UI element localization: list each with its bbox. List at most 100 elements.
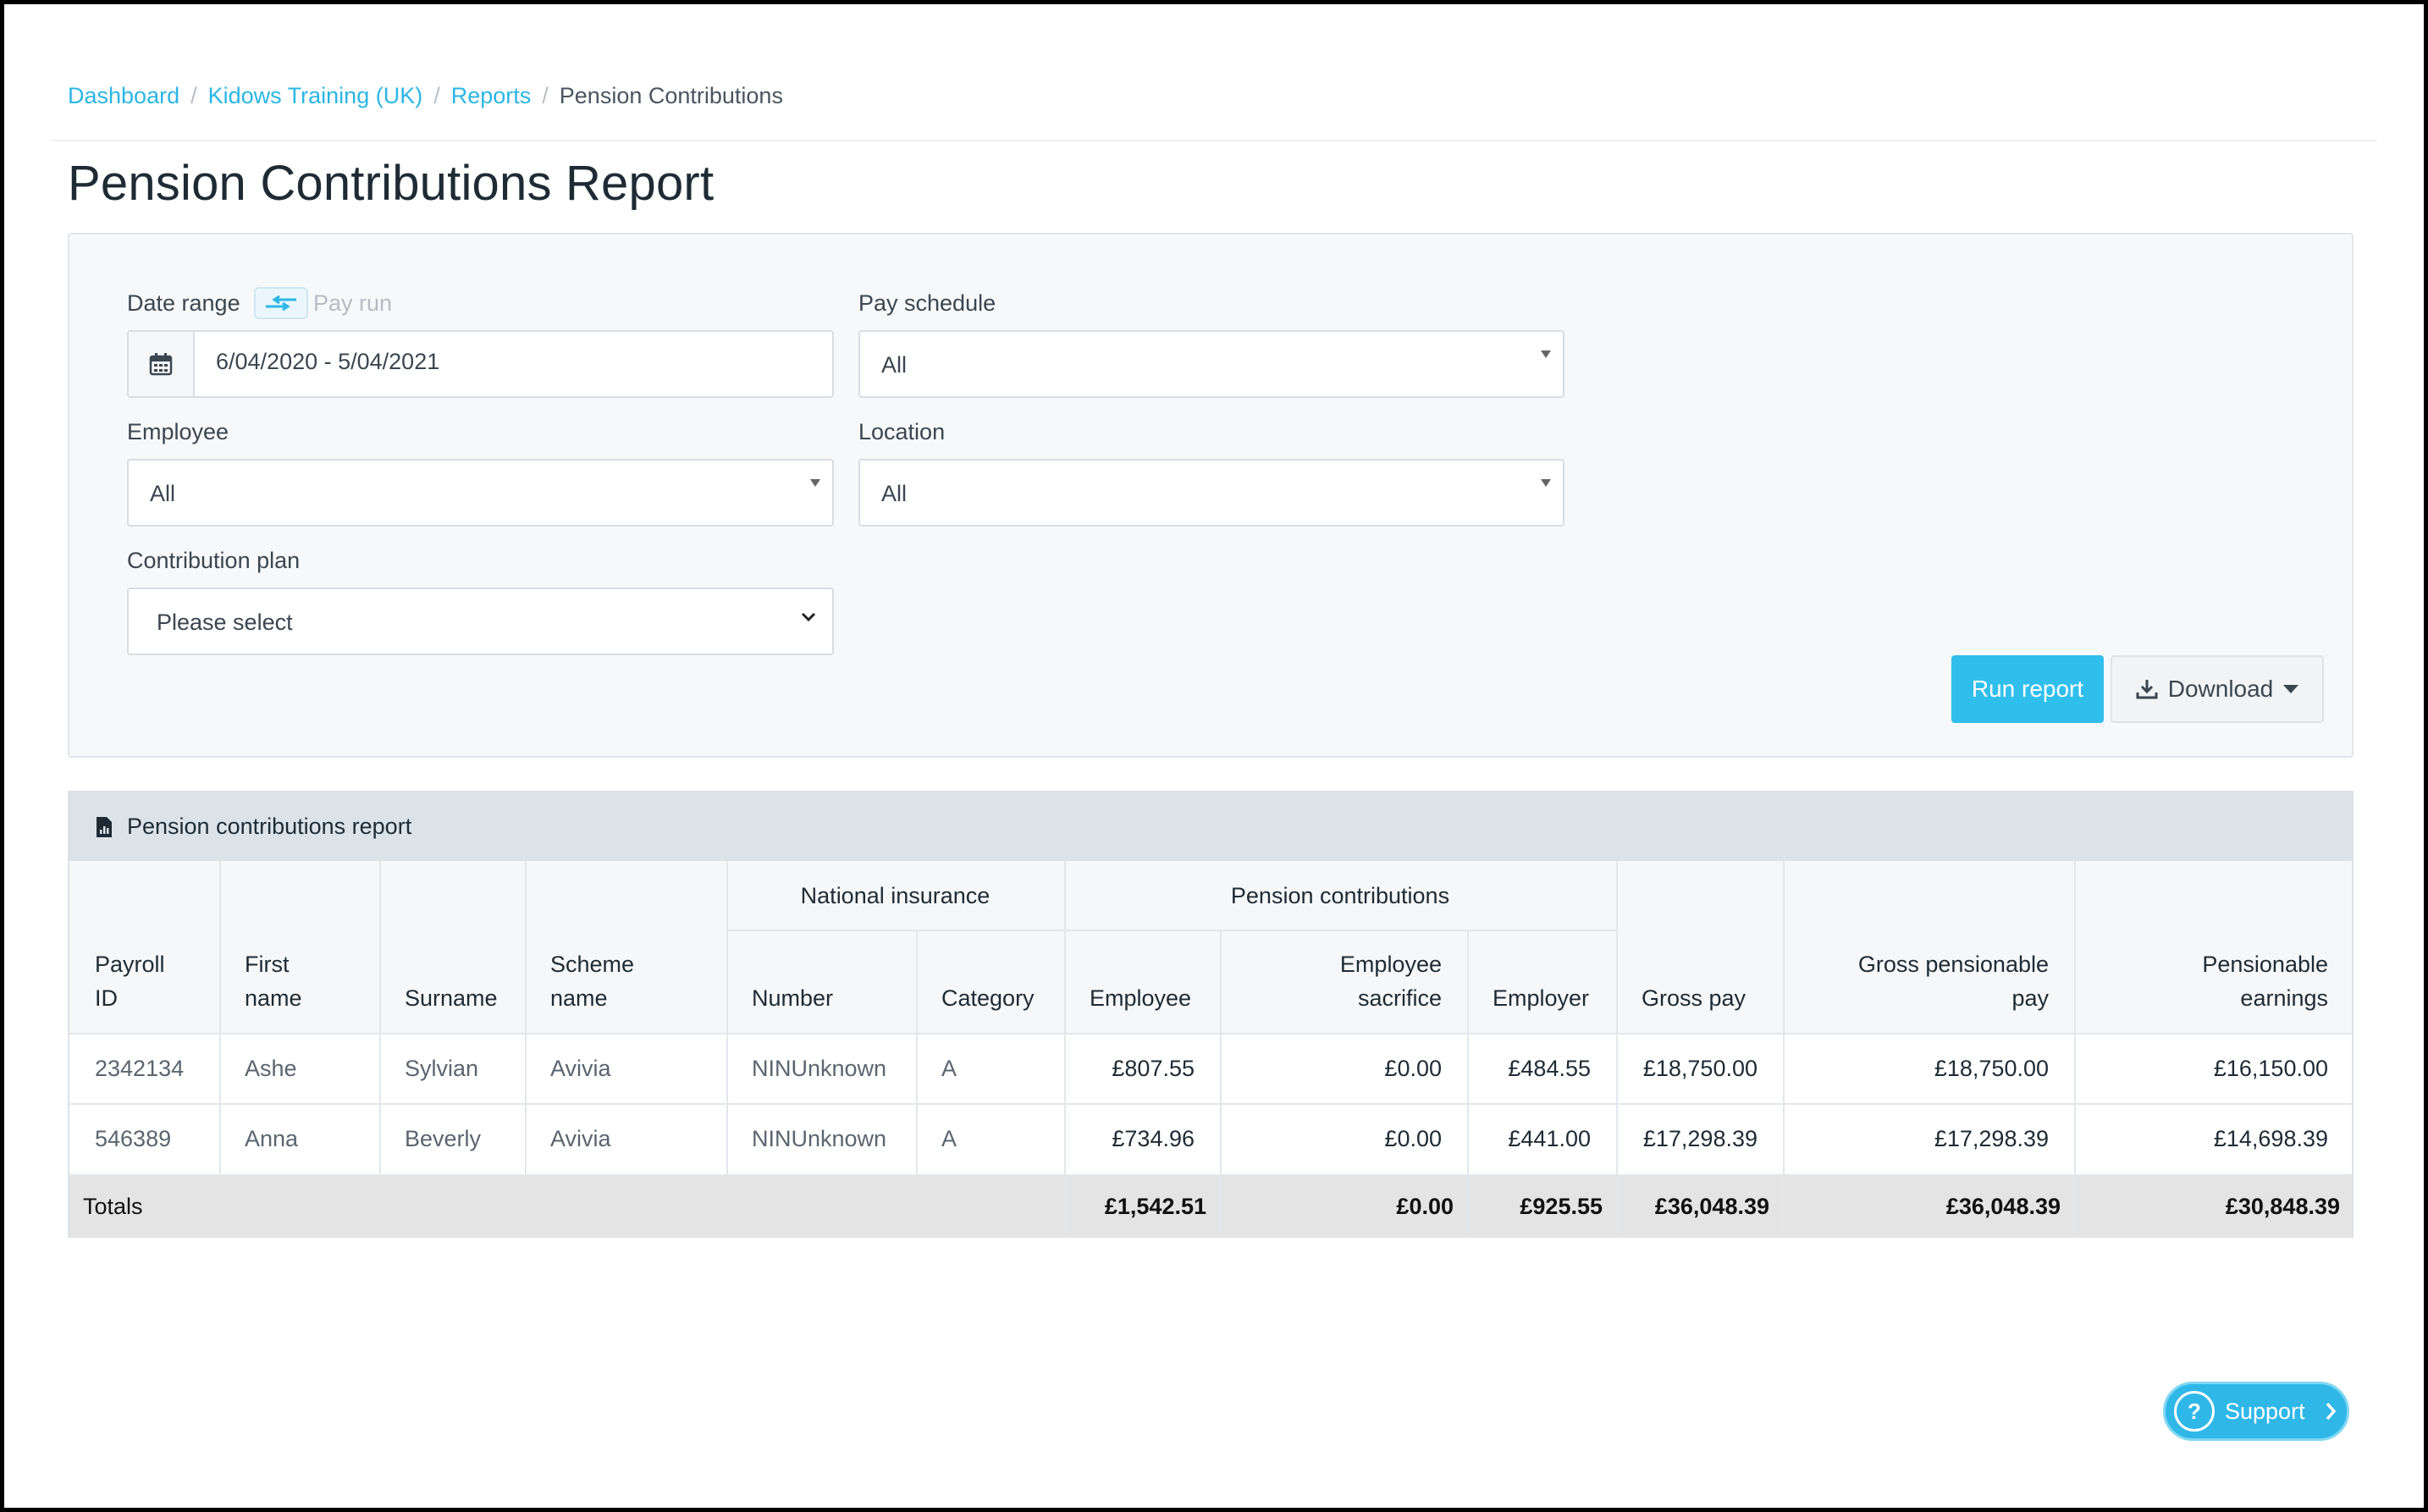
dropdown-caret-icon (1541, 350, 1551, 358)
report-table: Pension contributions report National in… (68, 791, 2354, 1238)
total-gross-pensionable: £36,048.39 (1945, 1193, 2061, 1219)
col-header-gross-pensionable[interactable]: Gross pensionable pay (1783, 861, 2074, 1034)
col-header-pensionable-earnings[interactable]: Pensionable earnings (2074, 861, 2354, 1034)
row-divider (69, 1033, 2352, 1035)
cell-first-name: Ashe (245, 1055, 297, 1081)
cell-pensionable-earnings: £16,150.00 (2213, 1055, 2328, 1081)
column-divider (1783, 861, 1785, 1238)
contribution-plan-label: Contribution plan (127, 548, 301, 573)
row-divider (69, 1174, 2352, 1176)
contribution-plan-select[interactable]: Please select (127, 588, 834, 655)
download-label: Download (2167, 676, 2274, 702)
col-header-text: Employee (1090, 985, 1192, 1011)
col-header-pc-employer[interactable]: Employer (1467, 930, 1616, 1034)
location-label: Location (858, 419, 946, 444)
col-header-text: Number (752, 985, 834, 1011)
cell-pc-sacrifice: £0.00 (1384, 1126, 1442, 1151)
totals-label: Totals (83, 1193, 143, 1219)
pay-schedule-select[interactable]: All (858, 330, 1564, 398)
cell-pc-sacrifice: £0.00 (1384, 1055, 1442, 1081)
pension-contributions-group-header: Pension contributions (1230, 882, 1450, 908)
breadcrumb-separator: / (433, 82, 440, 108)
column-divider (525, 861, 527, 1175)
calendar-button[interactable] (129, 332, 195, 396)
run-report-button[interactable]: Run report (1951, 655, 2104, 723)
calendar-icon (149, 353, 173, 376)
dropdown-caret-icon (810, 479, 820, 487)
col-header-text: Scheme (550, 952, 635, 977)
cell-ni-number: NINUnknown (752, 1126, 887, 1151)
employee-select[interactable]: All (127, 459, 834, 527)
chevron-right-icon (2326, 1402, 2336, 1421)
breadcrumb-separator: / (190, 82, 197, 108)
support-button[interactable]: ? Support (2163, 1382, 2349, 1441)
col-header-text: pay (2011, 985, 2049, 1011)
cell-pensionable-earnings: £14,698.39 (2213, 1126, 2328, 1151)
total-pc-employer: £925.55 (1520, 1193, 1603, 1219)
col-header-text: Pensionable (2202, 952, 2328, 977)
column-divider (219, 861, 221, 1175)
table-footer (69, 1175, 2352, 1238)
breadcrumb-reports-link[interactable]: Reports (450, 82, 532, 108)
breadcrumb-separator: / (542, 82, 549, 108)
cell-payroll-id: 2342134 (95, 1055, 185, 1081)
total-pc-employee: £1,542.51 (1104, 1193, 1206, 1219)
cell-ni-category: A (941, 1126, 957, 1151)
col-header-text: Category (941, 985, 1035, 1011)
column-divider (2074, 861, 2076, 1238)
col-header-text: First (245, 952, 290, 977)
report-document-icon (97, 816, 112, 837)
location-select[interactable]: All (858, 459, 1564, 527)
col-header-gross-pay[interactable]: Gross pay (1616, 861, 1783, 1034)
total-gross-pay: £36,048.39 (1654, 1193, 1769, 1219)
total-pensionable-earnings: £30,848.39 (2225, 1193, 2340, 1219)
date-range-label: Date range (127, 290, 240, 316)
cell-surname: Sylvian (405, 1055, 479, 1081)
cell-pc-employer: £441.00 (1508, 1126, 1591, 1151)
col-header-text: Payroll ID (95, 952, 165, 1011)
col-header-pc-sacrifice[interactable]: Employee sacrifice (1220, 930, 1467, 1034)
total-pc-sacrifice: £0.00 (1396, 1193, 1454, 1219)
col-header-ni-category[interactable]: Category (916, 930, 1064, 1034)
pay-schedule-value: All (881, 352, 908, 378)
col-header-payroll-id[interactable]: Payroll ID (69, 861, 219, 1034)
pay-run-option[interactable]: Pay run (313, 290, 393, 316)
row-divider (69, 1103, 2352, 1105)
pay-schedule-label: Pay schedule (858, 290, 996, 316)
col-header-pc-employee[interactable]: Employee (1064, 930, 1220, 1034)
cell-payroll-id: 546389 (95, 1126, 172, 1151)
breadcrumb-dashboard-link[interactable]: Dashboard (68, 82, 180, 108)
col-header-scheme-name[interactable]: Scheme name (525, 861, 726, 1034)
ni-group-header: National insurance (800, 882, 991, 908)
column-divider (1467, 930, 1469, 1238)
col-header-text: Employer (1493, 985, 1590, 1011)
column-divider (1616, 861, 1618, 1238)
header-divider (51, 140, 2377, 141)
col-header-first-name[interactable]: First name (219, 861, 379, 1034)
date-range-value: 6/04/2020 - 5/04/2021 (216, 349, 440, 374)
breadcrumb-current: Pension Contributions (559, 82, 783, 108)
cell-surname: Beverly (405, 1126, 482, 1151)
date-mode-toggle[interactable] (254, 287, 308, 319)
contribution-plan-value: Please select (157, 610, 293, 635)
page-title: Pension Contributions Report (68, 156, 715, 211)
download-button[interactable]: Download (2111, 655, 2324, 723)
column-divider (1220, 930, 1222, 1238)
row-divider (726, 930, 1616, 931)
col-header-text: Employee (1339, 952, 1442, 977)
report-header: Pension contributions report (69, 792, 2352, 861)
chevron-down-icon (801, 612, 816, 622)
col-header-surname[interactable]: Surname (379, 861, 525, 1034)
col-header-text: Surname (405, 985, 498, 1011)
report-title: Pension contributions report (127, 814, 412, 839)
col-header-ni-number[interactable]: Number (726, 930, 916, 1034)
app-window: Dashboard / Kidows Training (UK) / Repor… (4, 4, 2424, 1508)
support-label: Support (2225, 1398, 2305, 1424)
cell-pc-employee: £734.96 (1112, 1126, 1195, 1151)
table-header (69, 861, 2352, 1034)
col-header-text: earnings (2240, 985, 2328, 1011)
breadcrumb-company-link[interactable]: Kidows Training (UK) (207, 82, 423, 108)
employee-label: Employee (127, 419, 229, 444)
date-range-input[interactable]: 6/04/2020 - 5/04/2021 (127, 330, 834, 398)
column-divider (379, 861, 381, 1175)
